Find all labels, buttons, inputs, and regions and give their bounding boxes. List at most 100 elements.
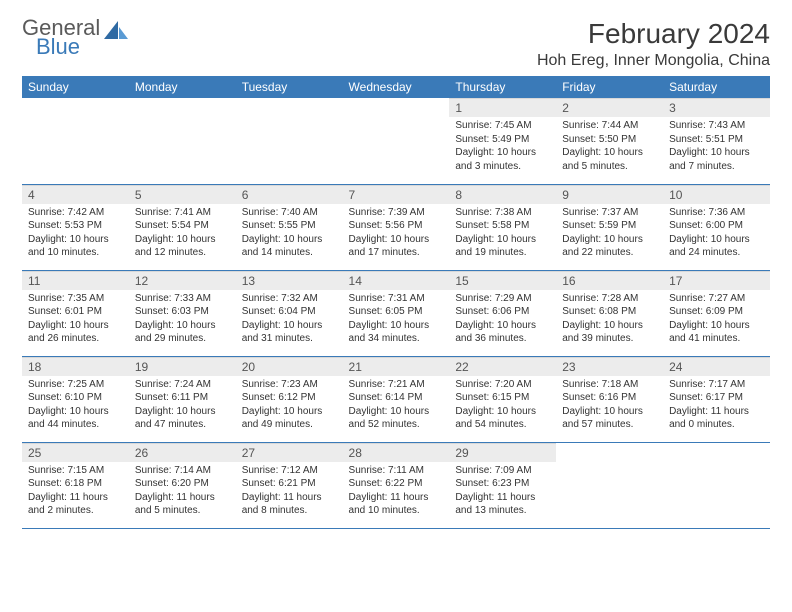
- day-sunrise: Sunrise: 7:17 AM: [669, 378, 764, 392]
- weekday-header: Wednesday: [343, 76, 450, 98]
- empty-cell: [343, 98, 450, 184]
- day-sunset: Sunset: 6:10 PM: [28, 391, 123, 405]
- day-sunset: Sunset: 6:15 PM: [455, 391, 550, 405]
- day-number: 7: [343, 185, 450, 204]
- day-cell: 27Sunrise: 7:12 AMSunset: 6:21 PMDayligh…: [236, 442, 343, 528]
- day-number: 22: [449, 357, 556, 376]
- day-sunset: Sunset: 6:17 PM: [669, 391, 764, 405]
- day-number: 4: [22, 185, 129, 204]
- empty-cell: [22, 98, 129, 184]
- day-sunrise: Sunrise: 7:28 AM: [562, 292, 657, 306]
- day-daylight: Daylight: 10 hours and 19 minutes.: [455, 233, 550, 260]
- day-sunrise: Sunrise: 7:09 AM: [455, 464, 550, 478]
- day-cell: 1Sunrise: 7:45 AMSunset: 5:49 PMDaylight…: [449, 98, 556, 184]
- calendar-body: 1Sunrise: 7:45 AMSunset: 5:49 PMDaylight…: [22, 98, 770, 528]
- day-number: 20: [236, 357, 343, 376]
- day-number: 14: [343, 271, 450, 290]
- day-body: Sunrise: 7:11 AMSunset: 6:22 PMDaylight:…: [343, 462, 450, 522]
- day-sunset: Sunset: 6:06 PM: [455, 305, 550, 319]
- day-body: Sunrise: 7:24 AMSunset: 6:11 PMDaylight:…: [129, 376, 236, 436]
- calendar-row: 18 Sunrise: 7:25 AMSunset: 6:10 PM Dayligh…: [22, 356, 770, 442]
- day-number: 17: [663, 271, 770, 290]
- day-sunset: Sunset: 6:00 PM: [669, 219, 764, 233]
- day-daylight: Daylight: 10 hours and 57 minutes.: [562, 405, 657, 432]
- day-sunset: Sunset: 6:14 PM: [349, 391, 444, 405]
- day-number: 24: [663, 357, 770, 376]
- day-sunset: Sunset: 5:54 PM: [135, 219, 230, 233]
- day-number: 18: [22, 357, 129, 376]
- day-sunset: Sunset: 6:16 PM: [562, 391, 657, 405]
- logo-line2: Blue: [36, 37, 100, 58]
- day-sunrise: Sunrise: 7:31 AM: [349, 292, 444, 306]
- day-sunrise: Sunrise: 7:25 AM: [28, 378, 123, 392]
- day-daylight: Daylight: 10 hours and 36 minutes.: [455, 319, 550, 346]
- empty-cell: [556, 442, 663, 528]
- day-daylight: Daylight: 10 hours and 39 minutes.: [562, 319, 657, 346]
- day-daylight: Daylight: 10 hours and 3 minutes.: [455, 146, 550, 173]
- day-cell: 14 Sunrise: 7:31 AMSunset: 6:05 PMDayligh…: [343, 270, 450, 356]
- day-sunset: Sunset: 5:51 PM: [669, 133, 764, 147]
- month-title: February 2024: [537, 18, 770, 50]
- day-number: 23: [556, 357, 663, 376]
- day-sunset: Sunset: 6:08 PM: [562, 305, 657, 319]
- day-sunset: Sunset: 6:22 PM: [349, 477, 444, 491]
- day-daylight: Daylight: 10 hours and 7 minutes.: [669, 146, 764, 173]
- day-cell: 26Sunrise: 7:14 AMSunset: 6:20 PMDayligh…: [129, 442, 236, 528]
- day-daylight: Daylight: 10 hours and 29 minutes.: [135, 319, 230, 346]
- day-number: 29: [449, 443, 556, 462]
- day-number: 9: [556, 185, 663, 204]
- day-number: 26: [129, 443, 236, 462]
- day-number: 28: [343, 443, 450, 462]
- day-sunrise: Sunrise: 7:40 AM: [242, 206, 337, 220]
- logo: General Blue: [22, 18, 130, 58]
- day-body: Sunrise: 7:28 AMSunset: 6:08 PMDaylight:…: [556, 290, 663, 350]
- day-number: 16: [556, 271, 663, 290]
- day-body: Sunrise: 7:45 AMSunset: 5:49 PMDaylight:…: [449, 117, 556, 177]
- weekday-header: Thursday: [449, 76, 556, 98]
- day-number: 19: [129, 357, 236, 376]
- day-cell: 25Sunrise: 7:15 AMSunset: 6:18 PMDayligh…: [22, 442, 129, 528]
- day-sunset: Sunset: 6:09 PM: [669, 305, 764, 319]
- weekday-header: Sunday: [22, 76, 129, 98]
- day-body: Sunrise: 7:12 AMSunset: 6:21 PMDaylight:…: [236, 462, 343, 522]
- day-daylight: Daylight: 11 hours and 5 minutes.: [135, 491, 230, 518]
- day-cell: 28Sunrise: 7:11 AMSunset: 6:22 PMDayligh…: [343, 442, 450, 528]
- day-sunrise: Sunrise: 7:36 AM: [669, 206, 764, 220]
- calendar-row: 11Sunrise: 7:35 AMSunset: 6:01 PMDayligh…: [22, 270, 770, 356]
- day-body: Sunrise: 7:37 AMSunset: 5:59 PMDaylight:…: [556, 204, 663, 264]
- day-number: 1: [449, 98, 556, 117]
- weekday-header: Friday: [556, 76, 663, 98]
- day-sunrise: Sunrise: 7:41 AM: [135, 206, 230, 220]
- day-daylight: Daylight: 10 hours and 49 minutes.: [242, 405, 337, 432]
- day-body: Sunrise: 7:42 AMSunset: 5:53 PMDaylight:…: [22, 204, 129, 264]
- day-body: Sunrise: 7:40 AMSunset: 5:55 PMDaylight:…: [236, 204, 343, 264]
- day-sunset: Sunset: 6:05 PM: [349, 305, 444, 319]
- day-sunset: Sunset: 6:12 PM: [242, 391, 337, 405]
- day-cell: 12Sunrise: 7:33 AMSunset: 6:03 PMDayligh…: [129, 270, 236, 356]
- day-body: Sunrise: 7:15 AMSunset: 6:18 PMDaylight:…: [22, 462, 129, 522]
- day-daylight: Daylight: 11 hours and 2 minutes.: [28, 491, 123, 518]
- day-cell: 11Sunrise: 7:35 AMSunset: 6:01 PMDayligh…: [22, 270, 129, 356]
- day-cell: 4Sunrise: 7:42 AMSunset: 5:53 PMDaylight…: [22, 184, 129, 270]
- day-body: Sunrise: 7:41 AMSunset: 5:54 PMDaylight:…: [129, 204, 236, 264]
- day-body: Sunrise: 7:32 AMSunset: 6:04 PMDaylight:…: [236, 290, 343, 350]
- day-number: 3: [663, 98, 770, 117]
- day-number: 15: [449, 271, 556, 290]
- calendar-row: 25Sunrise: 7:15 AMSunset: 6:18 PMDayligh…: [22, 442, 770, 528]
- day-cell: 19Sunrise: 7:24 AMSunset: 6:11 PMDayligh…: [129, 356, 236, 442]
- sail-icon: [104, 21, 130, 48]
- calendar-row: 1Sunrise: 7:45 AMSunset: 5:49 PMDaylight…: [22, 98, 770, 184]
- day-number: 5: [129, 185, 236, 204]
- day-sunset: Sunset: 5:53 PM: [28, 219, 123, 233]
- day-sunset: Sunset: 5:56 PM: [349, 219, 444, 233]
- day-sunrise: Sunrise: 7:12 AM: [242, 464, 337, 478]
- location: Hoh Ereg, Inner Mongolia, China: [537, 52, 770, 70]
- day-body: Sunrise: 7:18 AMSunset: 6:16 PMDaylight:…: [556, 376, 663, 436]
- empty-cell: [129, 98, 236, 184]
- day-sunset: Sunset: 6:03 PM: [135, 305, 230, 319]
- weekday-header: Monday: [129, 76, 236, 98]
- day-daylight: Daylight: 10 hours and 34 minutes.: [349, 319, 444, 346]
- title-block: February 2024 Hoh Ereg, Inner Mongolia, …: [537, 18, 770, 70]
- day-sunrise: Sunrise: 7:14 AM: [135, 464, 230, 478]
- day-body: Sunrise: 7:14 AMSunset: 6:20 PMDaylight:…: [129, 462, 236, 522]
